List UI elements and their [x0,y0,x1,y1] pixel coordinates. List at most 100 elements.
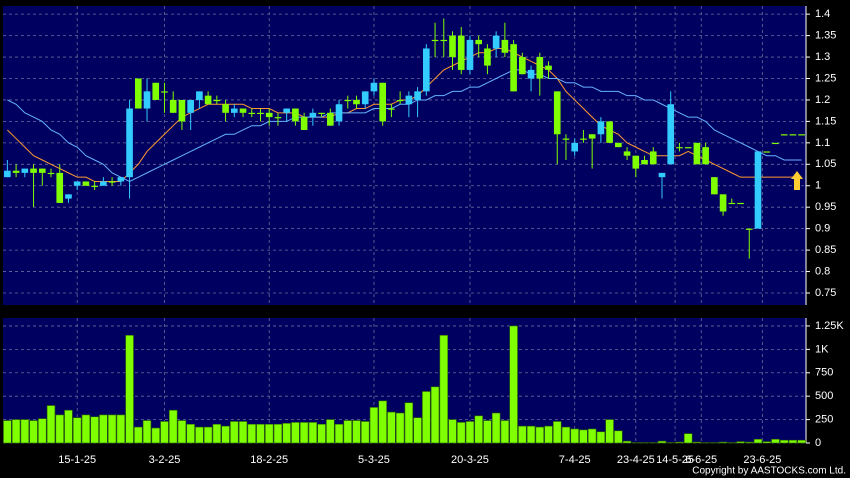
y-tick-label: 1.3 [815,51,830,63]
candle-body [684,147,692,149]
candle-body [283,108,290,113]
candle-body [615,142,622,148]
candle-body [388,108,395,110]
volume-bar [448,419,457,444]
volume-bar [779,439,789,444]
candle-body [501,39,509,53]
candle-body [117,177,125,182]
volume-bar [675,441,684,444]
candle-body [780,134,788,136]
volume-bar [46,405,56,444]
candle-body [658,172,666,178]
volume-bar [579,429,588,444]
volume-bar [771,438,780,444]
volume-bar [736,441,745,444]
candle-body [693,142,701,165]
candle-body [73,181,81,186]
volume-bar [99,414,108,444]
candle-body [152,82,160,100]
candle-body [82,181,90,186]
x-tick-label: 23-4-25 [617,454,655,466]
candle-body [248,112,256,115]
volume-bar [474,415,483,444]
volume-bar [553,421,562,444]
x-tick-label: 6-6-25 [685,454,717,466]
candle-body [143,91,151,109]
y-tick-label: 1.05 [815,158,836,170]
y-tick-label: 750 [815,367,833,379]
candle-body [580,138,587,140]
candle-body [562,138,570,140]
candle-body [257,112,264,115]
y-tick-label: 0.95 [815,201,836,213]
candle-body [772,142,779,145]
volume-bar [90,416,99,444]
x-tick-label: 5-3-25 [358,454,390,466]
volume-bar [212,423,222,444]
candle-body [213,99,221,102]
volume-bar [387,411,396,444]
candle-body [326,112,334,126]
candle-body [204,95,212,105]
volume-bar [404,402,414,444]
y-tick-label: 1.2 [815,94,830,106]
candle-body [335,104,343,122]
volume-bar [291,422,300,444]
candle-body [405,95,413,105]
candle-body [641,160,648,165]
x-tick-label: 23-6-25 [743,454,781,466]
volume-bar [186,423,195,444]
y-tick-label: 1.25 [815,72,836,84]
volume-bar [683,433,693,444]
candle-body [353,99,360,105]
candle-body [274,117,282,119]
candle-body [178,99,186,122]
volume-bar [125,335,134,444]
volume-bar [299,422,309,444]
candle-body [484,48,491,66]
volume-bar [107,414,117,444]
volume-bar [491,412,501,444]
candle-body [728,202,736,205]
candle-body [38,168,46,173]
volume-bar [151,427,160,444]
volume-bar [718,441,728,444]
volume-bar [11,419,21,444]
candle-body [169,99,177,113]
volume-bar [168,409,178,444]
candle-body [292,108,299,122]
candle-body [4,170,11,178]
candle-body [108,181,116,183]
volume-bar [422,391,431,444]
volume-bar [3,420,12,444]
volume-bar [483,420,492,444]
volume-bar [509,325,518,444]
volume-bar [247,423,256,444]
volume-bar [142,420,152,444]
candle-body [318,112,325,115]
candle-body [632,155,640,169]
x-tick-label: 3-2-25 [149,454,181,466]
x-tick-label: 18-2-25 [250,454,288,466]
y-tick-label: 1 [815,180,821,192]
candle-body [466,39,474,70]
y-tick-label: 0.9 [815,223,830,235]
volume-bar [753,438,763,444]
volume-bar [308,422,318,444]
candle-body [457,35,465,70]
volume-bar [788,439,798,444]
candle-body [588,134,596,139]
candle-body [492,35,500,49]
candle-body [711,177,718,195]
y-tick-label: 0 [815,437,821,449]
volume-bar [343,420,352,444]
candle-body [230,108,238,113]
candle-body [187,99,194,113]
volume-bar [457,422,466,444]
price-arrow [791,171,803,190]
volume-bar [334,423,344,444]
volume-bar [762,441,771,444]
candle-body [597,121,605,135]
candle-body [396,99,404,102]
volume-bar [273,423,283,444]
